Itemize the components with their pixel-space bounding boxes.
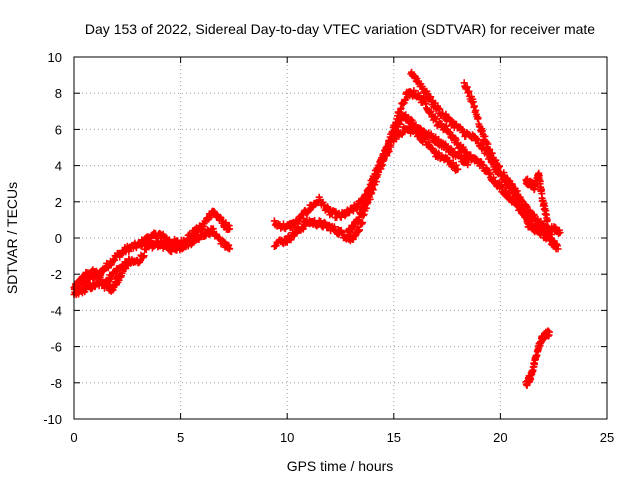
y-tick-label: 8	[55, 86, 62, 101]
y-tick-label: -10	[43, 412, 62, 427]
y-tick-label: 4	[55, 159, 62, 174]
axis-ticks: 0 5 10 15 20 25 -10 -8 -6 -4 -2 0 2 4 6 8 10	[43, 50, 614, 445]
y-tick-label: -8	[50, 376, 62, 391]
y-tick-label: 2	[55, 195, 62, 210]
data-points	[70, 68, 564, 389]
series-track-c	[74, 255, 133, 295]
y-tick-label: -4	[50, 303, 62, 318]
x-tick-label: 15	[387, 430, 401, 445]
y-tick-label: 10	[48, 50, 62, 65]
series-track-i	[522, 169, 551, 225]
point-markers	[522, 169, 551, 225]
point-markers	[74, 255, 133, 295]
series-track-h	[460, 79, 562, 253]
y-axis-label: SDTVAR / TECUs	[4, 182, 20, 294]
point-markers	[522, 327, 553, 389]
series-track-g	[407, 68, 564, 237]
point-markers	[407, 68, 564, 237]
x-tick-label: 20	[493, 430, 507, 445]
point-markers	[460, 79, 562, 253]
y-tick-label: -2	[50, 267, 62, 282]
x-tick-label: 10	[280, 430, 294, 445]
y-tick-label: -6	[50, 340, 62, 355]
series-track-j	[522, 327, 553, 389]
x-tick-label: 0	[70, 430, 77, 445]
point-markers	[343, 87, 558, 249]
y-tick-label: 6	[55, 122, 62, 137]
series-track-f	[343, 87, 558, 249]
x-tick-label: 5	[177, 430, 184, 445]
x-axis-label: GPS time / hours	[287, 458, 394, 474]
chart-title: Day 153 of 2022, Sidereal Day-to-day VTE…	[85, 21, 595, 37]
y-tick-label: 0	[55, 231, 62, 246]
x-tick-label: 25	[600, 430, 614, 445]
